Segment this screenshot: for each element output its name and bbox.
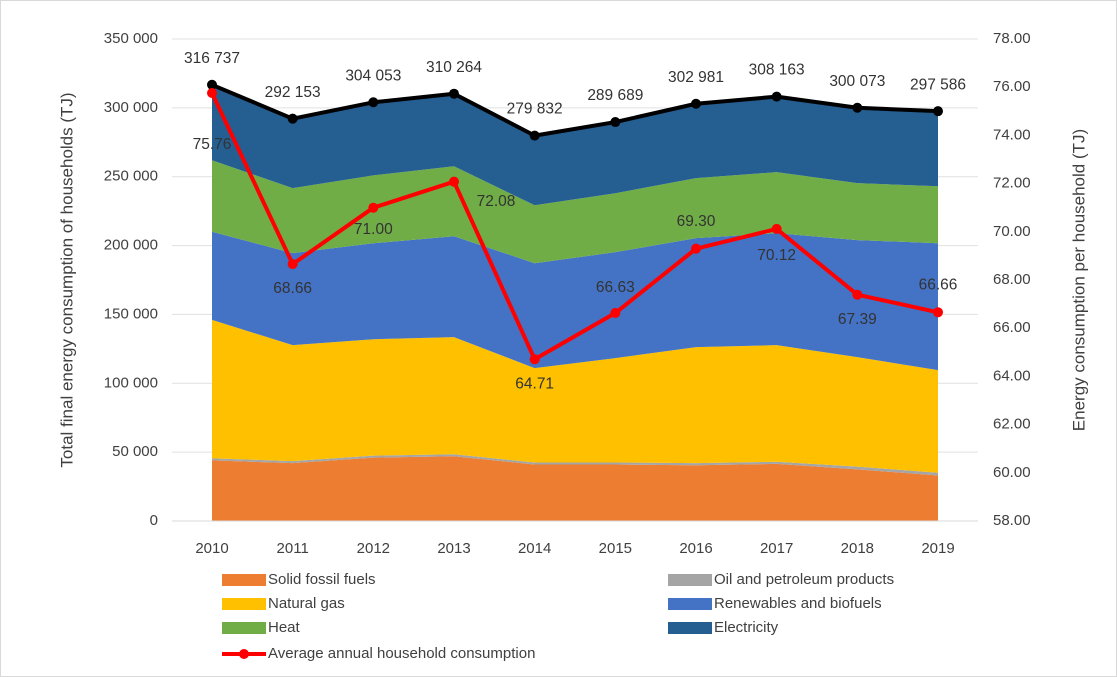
avg-marker (610, 308, 621, 319)
total-marker (529, 130, 540, 141)
y-tick-label: 150 000 (104, 305, 158, 322)
total-label: 289 689 (587, 87, 643, 104)
avg-marker (368, 202, 379, 213)
legend-marker (239, 649, 249, 659)
x-tick-label: 2011 (277, 540, 309, 557)
total-label: 279 832 (507, 101, 563, 118)
avg-label: 66.63 (596, 279, 635, 296)
avg-marker (449, 176, 459, 187)
y2-tick-label: 74.00 (993, 126, 1031, 143)
total-label: 300 073 (829, 73, 885, 90)
y-tick-label: 300 000 (104, 99, 158, 116)
legend-label: Solid fossil fuels (268, 571, 376, 588)
legend-swatch (222, 598, 266, 610)
total-label: 297 586 (910, 76, 966, 93)
avg-label: 67.39 (838, 311, 877, 328)
y2-tick-label: 72.00 (993, 175, 1031, 192)
avg-label: 72.08 (477, 193, 516, 210)
total-marker (368, 97, 379, 108)
x-tick-label: 2018 (841, 540, 874, 557)
y-tick-label: 250 000 (104, 168, 158, 185)
legend-swatch (222, 622, 266, 634)
avg-marker (852, 289, 863, 300)
x-tick-label: 2010 (195, 540, 228, 557)
total-label: 302 981 (668, 69, 724, 86)
legend-swatch (668, 622, 712, 634)
total-marker (207, 79, 217, 90)
avg-label: 64.71 (515, 375, 554, 392)
y2-tick-label: 66.00 (993, 319, 1031, 336)
x-tick-label: 2017 (760, 540, 793, 557)
y-tick-label: 50 000 (112, 443, 158, 460)
legend-swatch (222, 574, 266, 586)
y2-tick-label: 70.00 (993, 223, 1031, 240)
total-marker (287, 113, 298, 124)
avg-label: 68.66 (273, 280, 312, 297)
avg-label: 75.76 (193, 136, 232, 153)
y2-tick-label: 60.00 (993, 464, 1031, 481)
avg-marker (207, 87, 217, 98)
avg-marker (529, 354, 540, 365)
avg-marker (691, 243, 701, 254)
avg-label: 69.30 (677, 213, 716, 230)
total-marker (933, 106, 943, 117)
total-marker (449, 88, 459, 99)
avg-marker (771, 223, 782, 234)
x-tick-label: 2013 (437, 540, 470, 557)
total-line (211, 82, 939, 138)
y2-axis-title: Energy consumption per household (TJ) (1069, 129, 1088, 431)
total-marker (691, 98, 701, 109)
total-marker (852, 102, 863, 113)
legend-label: Heat (268, 619, 301, 636)
x-tick-label: 2012 (357, 540, 390, 557)
y-tick-label: 100 000 (104, 374, 158, 391)
total-label: 310 264 (426, 59, 482, 76)
total-label: 308 163 (749, 62, 805, 79)
avg-marker (933, 307, 943, 318)
legend-swatch (668, 598, 712, 610)
x-tick-label: 2014 (518, 540, 551, 557)
avg-label: 71.00 (354, 221, 393, 238)
y-axis-title: Total final energy consumption of househ… (57, 92, 76, 467)
y2-tick-label: 76.00 (993, 78, 1031, 95)
legend-label: Natural gas (268, 595, 345, 612)
avg-line (210, 92, 939, 362)
x-tick-label: 2019 (921, 540, 954, 557)
legend-label: Renewables and biofuels (714, 595, 882, 612)
avg-marker (287, 259, 298, 270)
y-tick-label: 0 (150, 512, 158, 529)
y2-tick-label: 64.00 (993, 367, 1031, 384)
total-marker (610, 117, 621, 128)
legend-label: Oil and petroleum products (714, 571, 894, 588)
total-label: 316 737 (184, 50, 240, 67)
y2-tick-label: 68.00 (993, 271, 1031, 288)
legend-label: Average annual household consumption (268, 645, 535, 662)
legend-swatch (668, 574, 712, 586)
area (212, 319, 938, 473)
area (212, 231, 938, 371)
area (212, 84, 938, 206)
total-marker (771, 91, 782, 102)
x-tick-label: 2015 (599, 540, 632, 557)
y2-tick-label: 62.00 (993, 416, 1031, 433)
y2-tick-label: 78.00 (993, 30, 1031, 47)
y-tick-label: 200 000 (104, 237, 158, 254)
area (212, 456, 938, 521)
avg-label: 66.66 (919, 276, 958, 293)
area (212, 160, 938, 264)
total-label: 304 053 (345, 67, 401, 84)
avg-label: 70.12 (757, 247, 796, 264)
x-tick-label: 2016 (679, 540, 712, 557)
y2-tick-label: 58.00 (993, 512, 1031, 529)
area (212, 454, 938, 476)
legend-label: Electricity (714, 619, 779, 636)
y-tick-label: 350 000 (104, 30, 158, 47)
total-label: 292 153 (265, 84, 321, 101)
